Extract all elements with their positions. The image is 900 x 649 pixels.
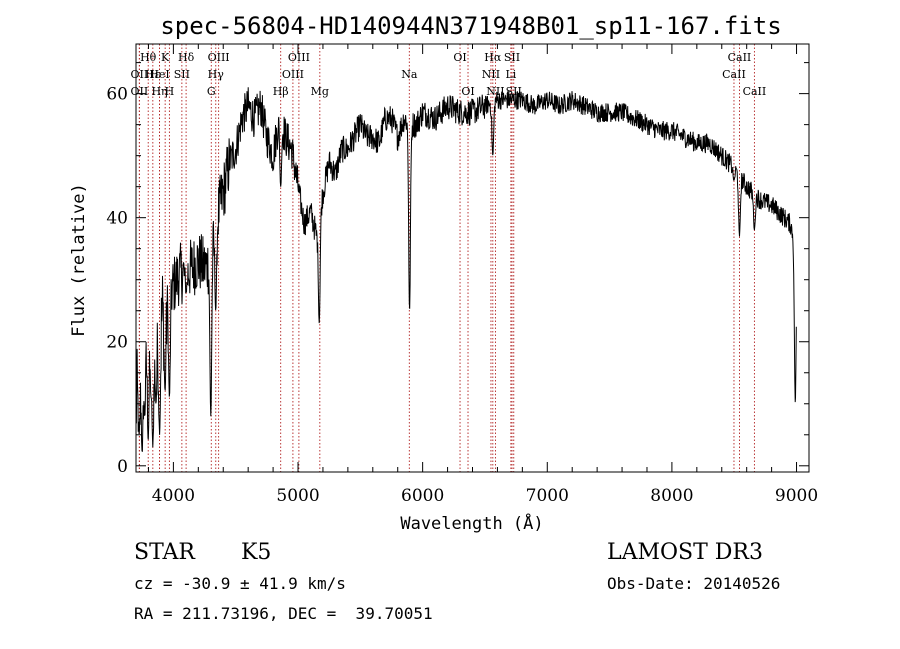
line-label-5: K [161,51,170,64]
line-label-14: OIII [288,51,310,64]
line-label-1: OII [131,68,149,81]
line-label-13: Hβ [273,85,289,98]
x-tick-label-5000: 5000 [276,486,319,506]
x-tick-label-8000: 8000 [650,486,693,506]
line-label-27: CaII [722,68,746,81]
line-label-23: SII [504,51,520,64]
y-axis-tick-labels: 0 20 40 60 [106,85,128,477]
spectrum-layer [135,87,797,453]
spectrum-chart: spec-56804-HD140944N371948B01_sp11-167.f… [69,12,818,534]
line-label-6: HeI [149,68,169,81]
line-label-2: OII [131,85,149,98]
spectrum-line [135,87,797,453]
y-tick-label-40: 40 [106,209,128,229]
obs-date: Obs-Date: 20140526 [607,574,781,593]
line-label-18: OI [453,51,466,64]
line-label-21: NII [482,68,500,81]
line-label-11: Hγ [208,68,225,81]
line-label-17: Na [401,68,418,81]
line-label-16: Mg [311,85,329,98]
survey-name: LAMOST DR3 [607,540,763,565]
x-axis-tick-labels: 4000 5000 6000 7000 8000 9000 [152,486,818,506]
x-tick-label-9000: 9000 [775,486,818,506]
plot-frame [135,43,810,473]
line-label-28: CaII [743,85,767,98]
line-label-26: CaII [728,51,752,64]
line-label-20: Hα [484,51,502,64]
x-tick-label-4000: 4000 [152,486,195,506]
line-label-3: Hε [145,68,161,81]
x-axis-ticks [147,44,798,472]
x-tick-label-7000: 7000 [526,486,569,506]
line-label-22: NII [486,85,504,98]
line-label-4: Hη [151,85,167,98]
object-subclass: K5 [241,540,272,565]
coordinates-text: RA = 211.73196, DEC = 39.70051 [134,604,433,623]
x-axis-label: Wavelength (Å) [400,512,543,534]
line-label-24: Li [505,68,516,81]
line-label-8: Hδ [178,51,195,64]
line-label-12: G [207,85,216,98]
chart-title: spec-56804-HD140944N371948B01_sp11-167.f… [160,12,781,40]
line-label-9: SII [174,68,190,81]
object-class: STAR [134,540,195,565]
line-label-7: H [165,85,175,98]
y-tick-label-20: 20 [106,333,128,353]
redshift-text: cz = -30.9 ± 41.9 km/s [134,574,346,593]
x-tick-label-6000: 6000 [401,486,444,506]
y-tick-label-60: 60 [106,85,128,105]
line-label-10: OIII [208,51,230,64]
line-label-15: OIII [282,68,304,81]
line-label-19: OI [461,85,474,98]
y-axis-label: Flux (relative) [69,183,89,337]
y-tick-label-0: 0 [117,457,128,477]
line-label-0: Hθ [140,51,157,64]
y-axis-ticks [136,62,809,467]
